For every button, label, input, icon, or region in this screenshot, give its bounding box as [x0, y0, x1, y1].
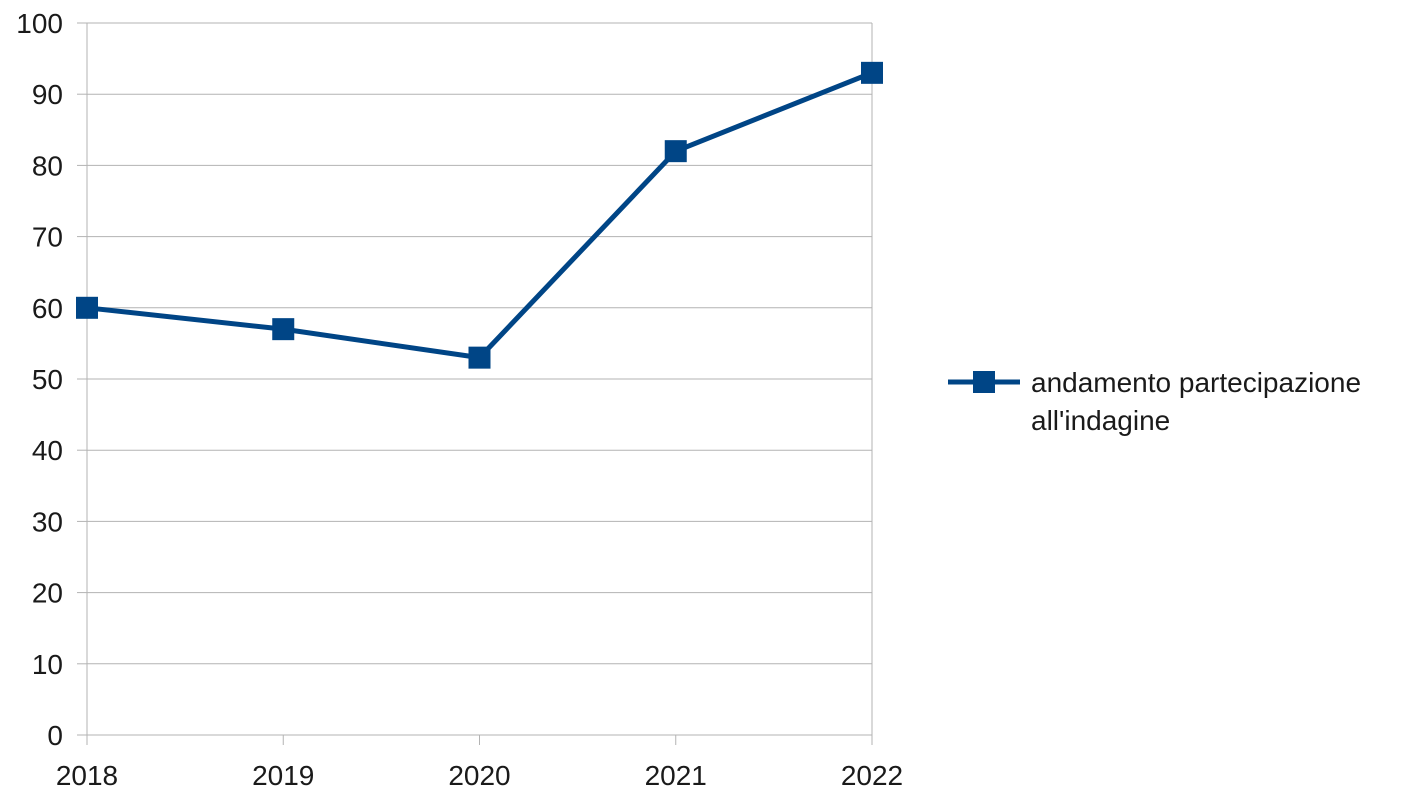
- axes: [77, 22, 873, 745]
- y-tick-label: 30: [32, 506, 63, 537]
- y-tick-label: 80: [32, 150, 63, 181]
- data-point-marker: [468, 346, 491, 369]
- x-tick-label: 2019: [252, 760, 314, 791]
- x-tick-label: 2018: [56, 760, 118, 791]
- y-tick-label: 10: [32, 649, 63, 680]
- x-tick-labels: 2018 2019 2020 2021 2022: [56, 760, 903, 791]
- grid-lines: [87, 22, 872, 736]
- y-tick-label: 60: [32, 293, 63, 324]
- y-tick-label: 0: [47, 720, 63, 751]
- y-tick-label: 100: [16, 8, 63, 39]
- data-point-marker: [664, 140, 687, 163]
- series-layer: [76, 61, 883, 369]
- x-tick-label: 2022: [841, 760, 903, 791]
- data-point-marker: [861, 61, 883, 84]
- legend-label: all'indagine: [1031, 405, 1170, 436]
- legend-marker-swatch: [973, 371, 995, 393]
- data-point-marker: [272, 318, 295, 341]
- y-tick-labels: 0 10 20 30 40 50 60 70 80 90 100: [16, 8, 63, 751]
- series-line: [86, 70, 873, 361]
- y-tick-label: 40: [32, 435, 63, 466]
- x-tick-label: 2020: [448, 760, 510, 791]
- y-tick-label: 70: [32, 222, 63, 253]
- legend: andamento partecipazione all'indagine: [948, 367, 1361, 436]
- y-tick-label: 20: [32, 578, 63, 609]
- y-tick-label: 90: [32, 79, 63, 110]
- y-tick-label: 50: [32, 364, 63, 395]
- data-point-marker: [76, 296, 98, 319]
- legend-label: andamento partecipazione: [1031, 367, 1361, 398]
- x-tick-label: 2021: [645, 760, 707, 791]
